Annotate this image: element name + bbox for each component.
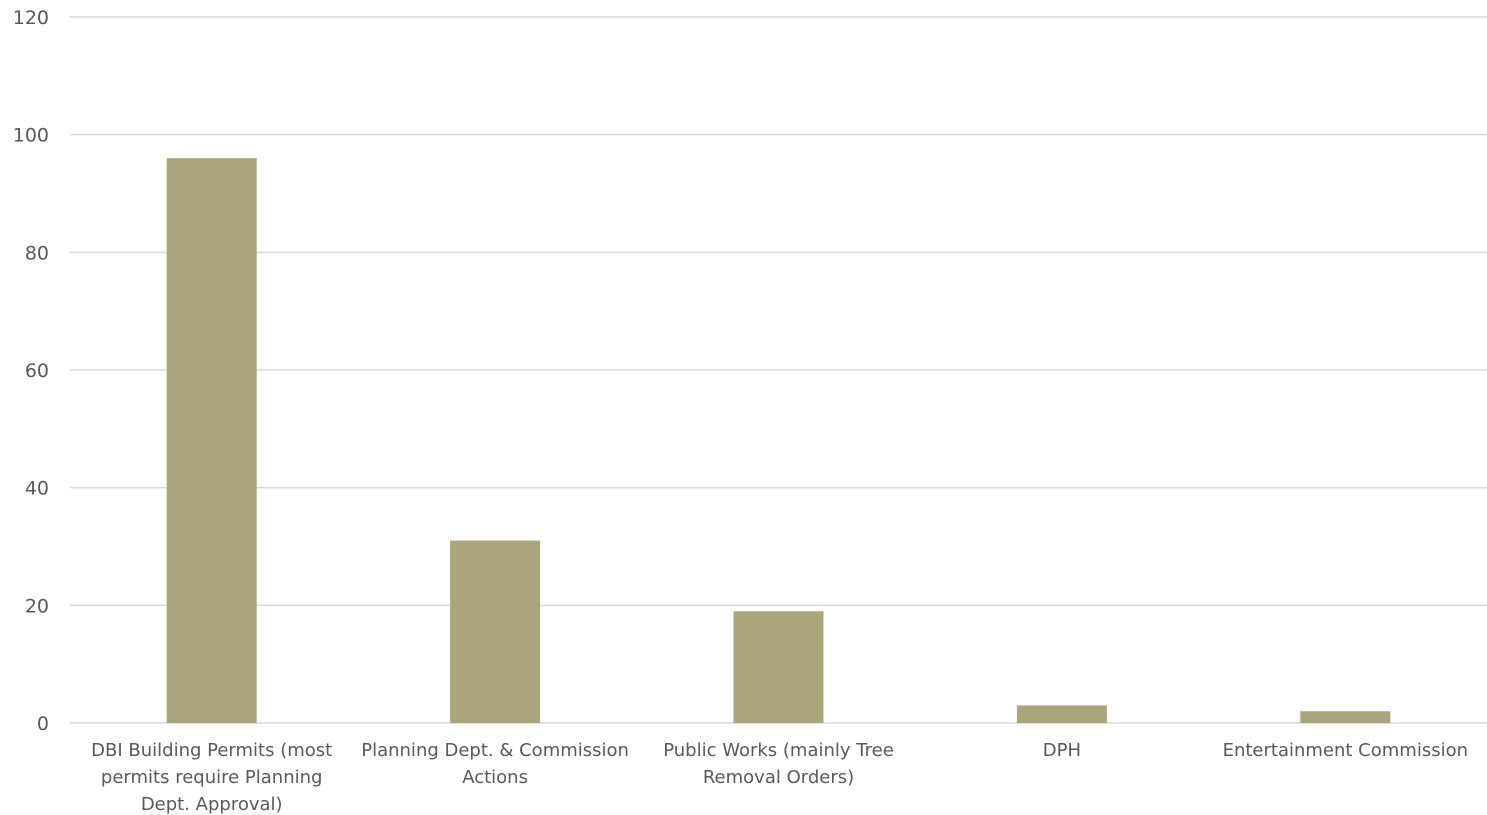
x-category-label-line: permits require Planning: [101, 767, 323, 788]
y-tick-label: 60: [25, 360, 49, 382]
y-tick-label: 120: [13, 7, 49, 29]
bar: [1016, 705, 1107, 723]
bar: [1300, 711, 1391, 723]
x-category-label: Planning Dept. & Commission Actions: [361, 740, 629, 788]
x-category-label-line: Public Works (mainly Tree: [663, 740, 894, 761]
x-category-label-line: DPH: [1043, 740, 1081, 761]
bars: [166, 158, 1391, 723]
x-category-label-line: Planning Dept. & Commission: [361, 740, 629, 761]
gridlines: [70, 16, 1487, 724]
x-category-label-line: Dept. Approval): [141, 794, 283, 815]
x-category-label: Entertainment Commission: [1223, 740, 1468, 761]
x-axis-category-labels: DBI Building Permits (most permits requir…: [91, 740, 1468, 815]
bar: [166, 158, 257, 723]
y-tick-label: 100: [13, 125, 49, 147]
x-category-label: DBI Building Permits (most permits requir…: [91, 740, 332, 815]
bar: [733, 611, 824, 723]
bar: [450, 540, 541, 723]
x-category-label-line: Actions: [462, 767, 528, 788]
x-category-label-line: DBI Building Permits (most: [91, 740, 332, 761]
y-tick-label: 20: [25, 595, 49, 617]
x-category-label: DPH: [1043, 740, 1081, 761]
y-tick-label: 40: [25, 478, 49, 500]
x-category-label-line: Removal Orders): [703, 767, 854, 788]
x-category-label-line: Entertainment Commission: [1223, 740, 1468, 761]
y-tick-label: 0: [37, 713, 49, 735]
y-tick-label: 80: [25, 242, 49, 264]
y-axis-ticks: 0 20 40 60 80 100 120: [13, 7, 49, 735]
x-category-label: Public Works (mainly Tree Removal Orders): [663, 740, 894, 788]
